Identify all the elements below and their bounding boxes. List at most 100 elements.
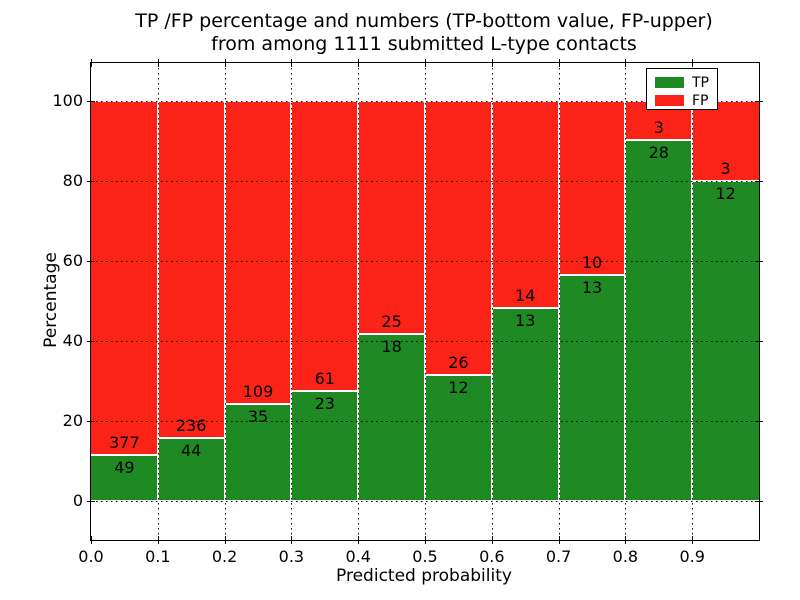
y-tick-label: 20 [62, 411, 83, 430]
x-axis-label: Predicted probability [336, 566, 512, 586]
plot-area: TP FP 377 49 236 44 109 35 61 23 25 18 26 12 14 13 10 1… [52, 59, 763, 566]
fp-count-label: 25 [381, 311, 402, 331]
tp-count-label: 13 [581, 277, 603, 297]
fp-bar-segment [692, 101, 759, 181]
fp-color-swatch [655, 95, 684, 106]
chart-title: TP /FP percentage and numbers (TP-bottom… [90, 10, 758, 56]
legend: TP FP [646, 68, 718, 110]
fp-bar-segment [157, 101, 225, 439]
chart-title-line2: from among 1111 submitted L-type contact… [211, 33, 637, 55]
fp-bar-segment [91, 101, 158, 455]
x-gridline [625, 63, 627, 540]
bar-edge [291, 390, 359, 393]
x-tick-bottom [224, 536, 226, 544]
y-tick-label: 40 [62, 331, 83, 350]
bar-edge [425, 373, 492, 376]
y-tick-label: 0 [72, 491, 83, 510]
tp-legend-label: TP [692, 74, 709, 91]
x-tick-label: 0.6 [479, 547, 505, 566]
y-tick-left [87, 421, 95, 422]
x-gridline [358, 63, 360, 540]
y-tick-left [87, 101, 95, 102]
x-tick-top [425, 59, 426, 67]
x-tick-bottom [491, 536, 493, 544]
x-gridline [157, 63, 159, 540]
x-gridline [692, 63, 694, 540]
legend-entry-fp: FP [655, 92, 717, 109]
fp-count-label: 26 [448, 352, 469, 372]
y-tick-label: 60 [62, 251, 83, 270]
y-tick-left [87, 261, 95, 262]
tp-bar-segment [425, 374, 492, 501]
x-tick-label: 0.7 [545, 547, 572, 566]
x-tick-top [491, 59, 493, 67]
tp-bar-segment [291, 391, 359, 501]
x-tick-top [91, 59, 92, 67]
y-tick-right [755, 341, 763, 342]
fp-count-label: 236 [175, 416, 207, 436]
bar-edge [224, 402, 292, 405]
tp-bar-segment [224, 403, 292, 501]
y-tick-right [755, 101, 763, 102]
bar-edge [625, 138, 693, 141]
y-tick-label: 80 [62, 171, 83, 190]
x-tick-label: 0.1 [145, 547, 171, 566]
fp-count-label: 109 [242, 381, 274, 401]
x-tick-bottom [358, 536, 360, 544]
x-tick-bottom [692, 536, 694, 544]
fp-count-label: 377 [109, 432, 140, 452]
x-tick-label: 0.5 [412, 547, 438, 566]
fp-bar-segment [491, 101, 559, 309]
tp-bar-segment [558, 274, 626, 501]
y-tick-label: 100 [52, 91, 83, 110]
x-tick-bottom [157, 536, 159, 544]
fp-bar-segment [558, 101, 626, 275]
fp-bar-segment [291, 101, 359, 392]
x-tick-top [291, 59, 293, 67]
fp-bar-segment [224, 101, 292, 404]
x-gridline [558, 63, 560, 540]
fp-count-label: 10 [581, 252, 603, 272]
legend-entry-tp: TP [655, 74, 717, 91]
tp-count-label: 13 [515, 311, 536, 331]
x-gridline [425, 63, 426, 540]
y-tick-right [755, 181, 763, 182]
tp-count-label: 49 [114, 457, 135, 477]
x-tick-label: 0.0 [78, 547, 104, 566]
bar-edge [558, 273, 626, 276]
bar-edge [157, 437, 225, 440]
fp-legend-label: FP [692, 92, 709, 109]
x-gridline [291, 63, 293, 540]
y-tick-right [755, 421, 763, 422]
fp-bar-segment [425, 101, 492, 375]
x-tick-top [558, 59, 560, 67]
x-tick-label: 0.3 [278, 547, 305, 566]
x-tick-bottom [558, 536, 560, 544]
fp-bar-segment [358, 101, 425, 334]
tp-count-label: 12 [715, 184, 736, 203]
y-tick-right [755, 501, 763, 502]
x-tick-top [358, 59, 360, 67]
x-tick-label: 0.4 [345, 547, 371, 566]
tp-bar-segment [358, 333, 425, 501]
x-tick-label: 0.9 [679, 547, 705, 566]
x-tick-label: 0.8 [612, 547, 639, 566]
y-tick-left [87, 341, 95, 342]
x-tick-top [625, 59, 627, 67]
x-gridline [491, 63, 493, 540]
x-tick-label: 0.2 [211, 547, 238, 566]
tp-count-label: 23 [314, 394, 335, 414]
y-tick-left [87, 181, 95, 182]
bar-edge [491, 307, 559, 310]
chart-title-line1: TP /FP percentage and numbers (TP-bottom… [135, 10, 713, 32]
x-tick-top [224, 59, 226, 67]
x-tick-bottom [291, 536, 293, 544]
y-tick-right [755, 261, 763, 262]
fp-count-label: 61 [314, 369, 335, 389]
fp-count-label: 3 [653, 117, 664, 137]
tp-color-swatch [655, 77, 684, 88]
tp-bar-segment [625, 139, 693, 501]
tp-bar-segment [491, 308, 559, 501]
tp-count-label: 12 [448, 377, 469, 397]
